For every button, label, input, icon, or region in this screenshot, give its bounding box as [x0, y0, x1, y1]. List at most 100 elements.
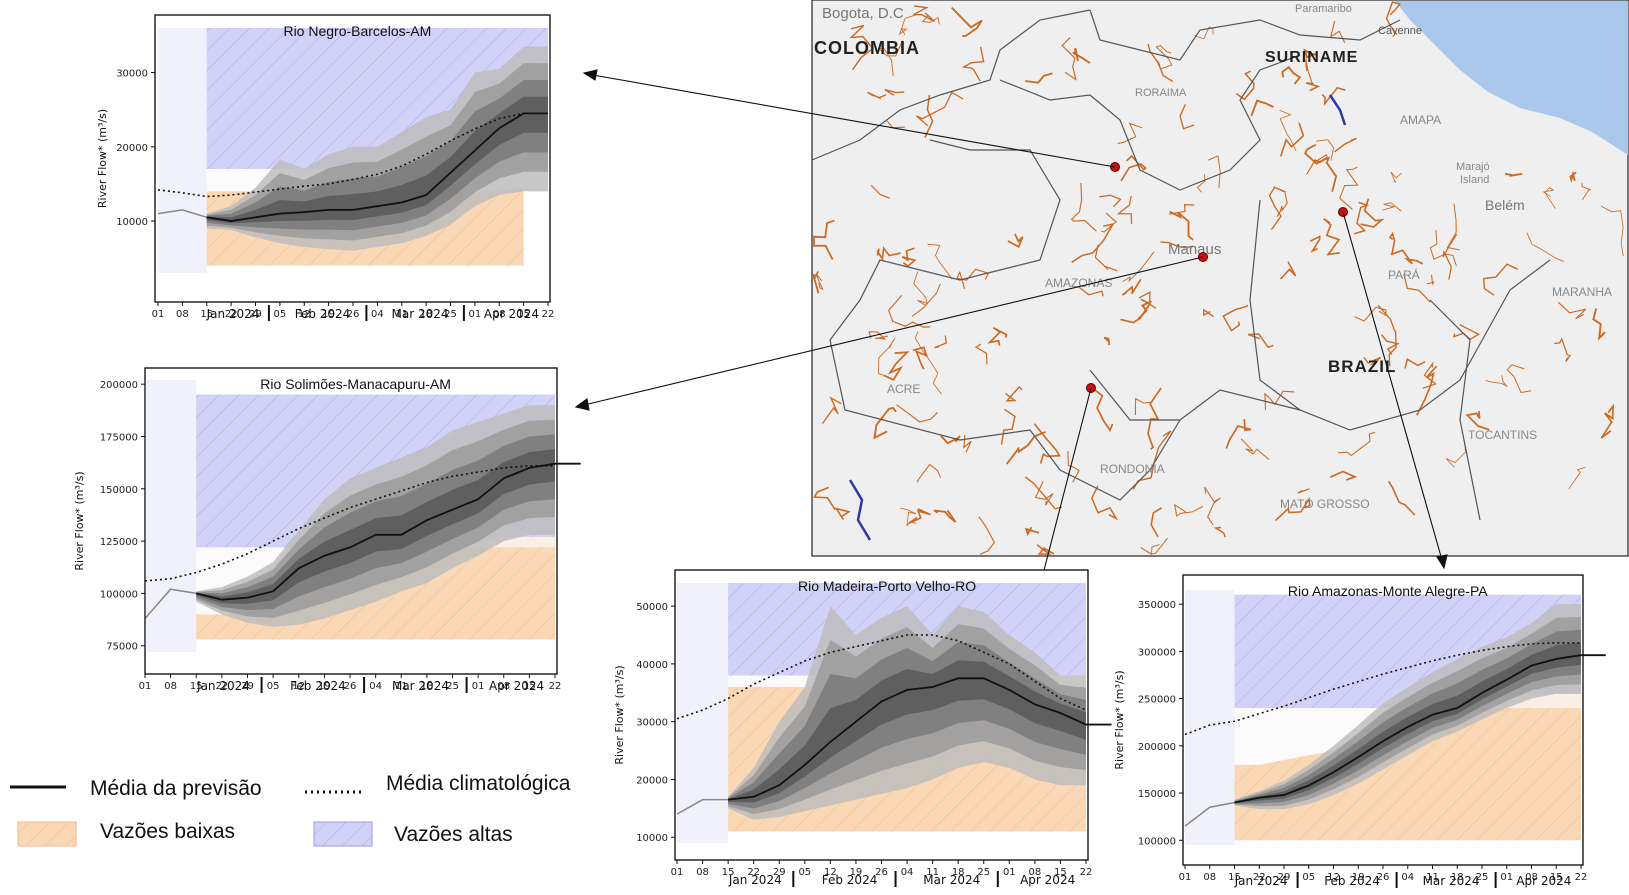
map-label-colombia: COLOMBIA — [814, 38, 920, 58]
legend-high-label: Vazões altas — [394, 823, 513, 846]
month-label: Jan 2024 — [1234, 874, 1288, 888]
month-label: Jan 2024 — [196, 679, 250, 693]
river-segment — [1297, 488, 1311, 494]
month-label: Mar 2024 — [1423, 874, 1480, 888]
river-segment — [1426, 274, 1435, 286]
river-segment — [1363, 356, 1381, 366]
month-label: Apr 2024 — [489, 679, 544, 693]
river-segment — [813, 271, 820, 294]
x-tick-label: 15 — [190, 681, 203, 692]
river-segment — [1067, 451, 1080, 483]
river-segment — [1000, 408, 1016, 445]
y-tick-label: 30000 — [116, 69, 148, 80]
arrow-solimoes-head — [574, 398, 590, 411]
x-tick-label: 01 — [469, 309, 482, 320]
chart-negro: Rio Negro-Barcelos-AM 10000 20000 30000 Rive… — [96, 14, 554, 321]
x-tick-label: 15 — [1550, 872, 1563, 883]
forecast-mean-line — [206, 112, 548, 222]
river-segment — [1377, 304, 1397, 367]
river-segment — [1569, 170, 1577, 184]
map-label-island: Island — [1460, 174, 1489, 186]
x-tick-label: 01 — [671, 867, 684, 878]
x-tick-label: 12 — [824, 867, 837, 878]
river-segment — [1173, 503, 1204, 518]
map-label-bogota: Bogota, D.C — [822, 5, 904, 22]
x-tick-label: 01 — [1003, 867, 1016, 878]
ensemble-spread-3 — [1234, 629, 1581, 804]
legend-low-label: Vazões baixas — [100, 820, 235, 843]
y-tick-label: 75000 — [106, 642, 138, 653]
y-tick-label: 20000 — [116, 143, 148, 154]
map-label-acre: ACRE — [887, 382, 920, 396]
x-tick-label: 25 — [446, 681, 459, 692]
x-tick-label: 18 — [1451, 872, 1464, 883]
x-tick-label: 11 — [1426, 872, 1439, 883]
river-segment — [1094, 244, 1118, 272]
y-axis-label: River Flow* (m³/s) — [73, 471, 86, 570]
ensemble-spread-3 — [206, 79, 548, 231]
river-segment — [974, 343, 988, 365]
river-segment — [849, 24, 874, 71]
river-segment — [870, 184, 890, 199]
river-segment — [1099, 194, 1122, 208]
river-segment — [924, 94, 934, 138]
river-segment — [815, 273, 824, 291]
x-tick-label: 08 — [497, 681, 510, 692]
pre-forecast-zone — [677, 583, 729, 843]
y-tick-label: 150000 — [1138, 789, 1176, 800]
river-segment — [1542, 187, 1556, 209]
pre-forecast-zone — [145, 380, 197, 652]
map-label-cayenne: Cayenne — [1378, 25, 1422, 37]
observed-line — [157, 209, 207, 219]
map-label-manaus: Manaus — [1168, 241, 1221, 258]
river-segment — [978, 516, 996, 555]
chart-solimoes: Rio Solimões-Manacapuru-AM 75000 100000 125… — [73, 367, 581, 693]
x-tick-label: 04 — [1401, 872, 1414, 883]
x-tick-label: 11 — [395, 681, 408, 692]
arrow-amazonas-head — [1436, 554, 1448, 570]
x-tick-label: 01 — [472, 681, 485, 692]
river-segment — [1309, 235, 1321, 253]
map-label-maranhao: MARANHA — [1552, 285, 1612, 299]
river-segment — [1557, 301, 1587, 320]
y-tick-label: 150000 — [100, 485, 138, 496]
river-segment — [1506, 364, 1532, 394]
river-segment — [1169, 203, 1195, 215]
river-segment — [908, 508, 931, 525]
river-segment — [1121, 278, 1142, 296]
river-segment — [1404, 358, 1426, 369]
river-segment — [1101, 212, 1117, 233]
river-segment — [911, 283, 941, 317]
river-segment — [914, 331, 942, 395]
x-tick-label: 05 — [798, 867, 811, 878]
river-segment — [1225, 418, 1252, 449]
map-label-roraima: RORAIMA — [1135, 87, 1187, 99]
river-segment — [1077, 285, 1104, 297]
river-segment — [1194, 26, 1214, 40]
y-tick-label: 50000 — [636, 602, 668, 613]
river-segment — [1568, 466, 1586, 490]
y-tick-label: 10000 — [116, 217, 148, 228]
y-axis-label: River Flow* (m³/s) — [613, 665, 626, 764]
river-segment — [1279, 261, 1297, 280]
x-tick-label: 12 — [292, 681, 305, 692]
river-segment — [1305, 59, 1314, 85]
x-tick-label: 15 — [523, 681, 536, 692]
river-segment — [1120, 154, 1147, 182]
river-segment — [1250, 99, 1274, 117]
river-segment — [1117, 122, 1143, 145]
river-segment — [1024, 476, 1063, 510]
river-segment — [1147, 43, 1174, 82]
river-segment — [1072, 47, 1091, 64]
month-label: Feb 2024 — [295, 307, 351, 321]
river-segment — [1581, 183, 1592, 201]
month-label: Feb 2024 — [822, 873, 878, 887]
river-segment — [1465, 410, 1490, 431]
x-tick-label: 15 — [200, 309, 213, 320]
river-segment — [868, 331, 889, 340]
river-segment — [1353, 201, 1370, 235]
river-segment — [1387, 480, 1416, 516]
ensemble-spread-4 — [196, 449, 555, 604]
forecast-mean-line — [1234, 654, 1606, 804]
river-segment — [1116, 195, 1133, 224]
